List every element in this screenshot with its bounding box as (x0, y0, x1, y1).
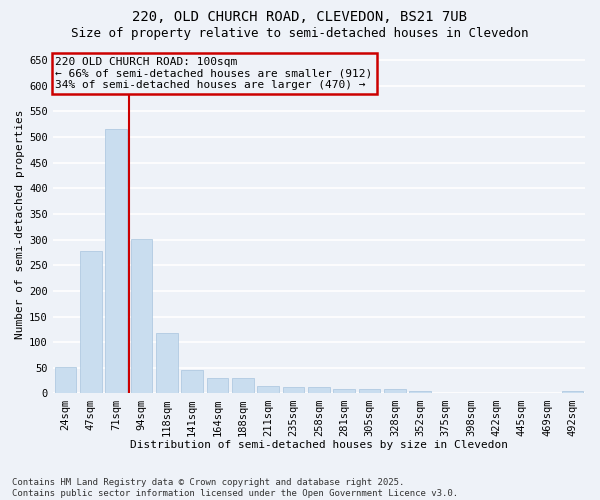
Bar (232, 378, 254, 394)
Bar (181, 370, 203, 394)
Text: 220, OLD CHURCH ROAD, CLEVEDON, BS21 7UB: 220, OLD CHURCH ROAD, CLEVEDON, BS21 7UB (133, 10, 467, 24)
X-axis label: Distribution of semi-detached houses by size in Clevedon: Distribution of semi-detached houses by … (130, 440, 508, 450)
Bar (283, 387, 304, 394)
Bar (156, 333, 178, 394)
Text: Contains HM Land Registry data © Crown copyright and database right 2025.
Contai: Contains HM Land Registry data © Crown c… (12, 478, 458, 498)
Text: Size of property relative to semi-detached houses in Clevedon: Size of property relative to semi-detach… (71, 28, 529, 40)
Bar (131, 238, 152, 394)
Bar (384, 390, 406, 394)
Bar (106, 130, 127, 394)
Bar (207, 378, 228, 394)
Bar (308, 387, 329, 394)
Text: 220 OLD CHURCH ROAD: 100sqm
← 66% of semi-detached houses are smaller (912)
34% : 220 OLD CHURCH ROAD: 100sqm ← 66% of sem… (55, 56, 373, 90)
Bar (80, 251, 101, 394)
Bar (257, 386, 279, 394)
Bar (55, 367, 76, 394)
Bar (435, 393, 457, 394)
Bar (460, 393, 482, 394)
Bar (562, 392, 583, 394)
Bar (334, 390, 355, 394)
Bar (409, 391, 431, 394)
Y-axis label: Number of semi-detached properties: Number of semi-detached properties (15, 110, 25, 339)
Bar (359, 390, 380, 394)
